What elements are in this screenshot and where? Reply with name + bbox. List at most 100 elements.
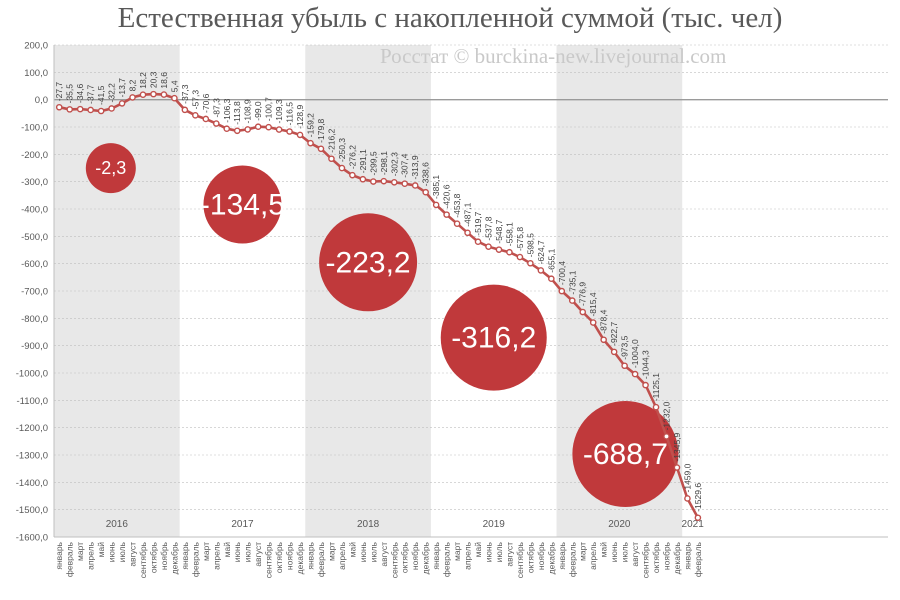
x-tick-label: октябрь — [148, 541, 158, 573]
data-point — [506, 248, 513, 256]
data-point — [694, 514, 702, 522]
data-point — [652, 403, 660, 411]
year-label: 2019 — [483, 519, 506, 530]
x-tick-label: февраль — [190, 541, 200, 577]
y-tick-label: 100,0 — [24, 68, 48, 79]
y-tick-label: -1600,0 — [16, 533, 48, 544]
data-point — [171, 94, 178, 102]
x-tick-label: январь — [54, 541, 64, 569]
data-point — [265, 123, 272, 131]
x-tick-label: август — [253, 542, 263, 567]
data-label: -548,7 — [494, 219, 504, 243]
data-point — [202, 115, 210, 123]
x-tick-label: июль — [494, 541, 504, 562]
data-point — [223, 125, 231, 133]
x-tick-label: апрель — [86, 541, 96, 569]
data-label: -70,6 — [201, 93, 211, 113]
data-label: -1232,0 — [661, 401, 671, 430]
data-label: -558,1 — [504, 222, 514, 246]
data-label: -537,8 — [484, 216, 494, 240]
x-tick-label: июль — [117, 541, 127, 562]
data-label: -128,9 — [295, 105, 305, 129]
y-tick-label: -100,0 — [21, 123, 48, 134]
y-tick-label: -500,0 — [21, 232, 48, 243]
data-label: -453,8 — [452, 193, 462, 217]
data-label: -655,1 — [546, 248, 556, 272]
year-label: 2020 — [608, 519, 631, 530]
data-label: -519,7 — [473, 211, 483, 235]
x-tick-label: январь — [306, 541, 316, 569]
data-label: -1004,0 — [630, 339, 640, 368]
year-label: 2017 — [231, 519, 254, 530]
data-point — [359, 175, 367, 183]
x-tick-label: сентябрь — [138, 541, 148, 578]
data-label: -99,0 — [253, 101, 263, 121]
x-tick-label: июнь — [232, 541, 242, 562]
x-tick-label: декабрь — [672, 541, 682, 574]
data-label: -624,7 — [536, 240, 546, 264]
data-label: -299,5 — [368, 151, 378, 175]
chart-title: Естественная убыль с накопленной суммой … — [117, 2, 783, 34]
annual-total-label: -134,5 — [200, 189, 285, 222]
x-tick-label: сентябрь — [264, 541, 274, 578]
x-tick-label: декабрь — [169, 541, 179, 574]
data-point — [631, 370, 639, 378]
y-tick-label: -300,0 — [21, 177, 48, 188]
y-tick-label: -700,0 — [21, 287, 48, 298]
x-tick-label: январь — [557, 541, 567, 569]
data-point — [642, 381, 649, 389]
data-point — [87, 106, 94, 114]
x-tick-label: ноябрь — [159, 541, 169, 570]
x-tick-label: март — [326, 542, 336, 561]
data-label: -108,9 — [243, 99, 253, 123]
data-point — [139, 91, 147, 98]
data-point — [212, 120, 220, 127]
y-tick-label: -1100,0 — [16, 396, 48, 407]
data-label: -27,7 — [54, 82, 64, 102]
x-tick-label: январь — [682, 541, 692, 569]
data-label: -113,8 — [232, 101, 242, 125]
data-point — [568, 297, 576, 304]
x-tick-label: август — [630, 542, 640, 567]
y-tick-label: -1400,0 — [16, 478, 48, 489]
data-label: -276,2 — [347, 145, 357, 169]
data-label: -298,1 — [379, 151, 389, 175]
data-point — [527, 259, 534, 267]
data-point — [495, 246, 503, 253]
year-label: 2018 — [357, 519, 380, 530]
x-tick-label: февраль — [567, 541, 577, 577]
x-tick-label: июль — [620, 541, 630, 562]
data-point — [108, 105, 115, 112]
data-label: -1345,9 — [672, 432, 682, 461]
data-label: -338,6 — [421, 162, 431, 186]
x-tick-label: апрель — [463, 541, 473, 569]
data-label: -307,4 — [400, 153, 410, 177]
annual-bubble — [572, 401, 679, 507]
y-tick-label: -800,0 — [21, 314, 48, 325]
x-tick-label: июль — [243, 541, 253, 562]
y-tick-label: -1300,0 — [16, 451, 48, 462]
x-tick-label: июнь — [609, 541, 619, 562]
data-label: -735,1 — [567, 270, 577, 294]
data-point — [296, 131, 304, 139]
data-label: -13,7 — [117, 78, 127, 98]
y-tick-label: -900,0 — [21, 341, 48, 352]
data-point — [516, 253, 524, 261]
data-label: -922,7 — [609, 321, 619, 345]
data-point — [537, 267, 545, 274]
annual-total-label: -223,2 — [326, 246, 411, 279]
data-label: -385,1 — [431, 175, 441, 199]
data-point — [370, 178, 377, 185]
data-label: -1529,6 — [693, 483, 703, 512]
data-point — [192, 112, 199, 119]
x-tick-label: ноябрь — [661, 541, 671, 570]
data-point — [621, 362, 628, 370]
x-tick-label: ноябрь — [410, 541, 420, 570]
x-tick-label: октябрь — [525, 541, 535, 573]
data-point — [254, 123, 262, 131]
data-point — [150, 90, 157, 98]
x-tick-label: март — [75, 542, 85, 561]
data-label: -598,5 — [525, 233, 535, 257]
annual-bubble — [85, 143, 136, 194]
